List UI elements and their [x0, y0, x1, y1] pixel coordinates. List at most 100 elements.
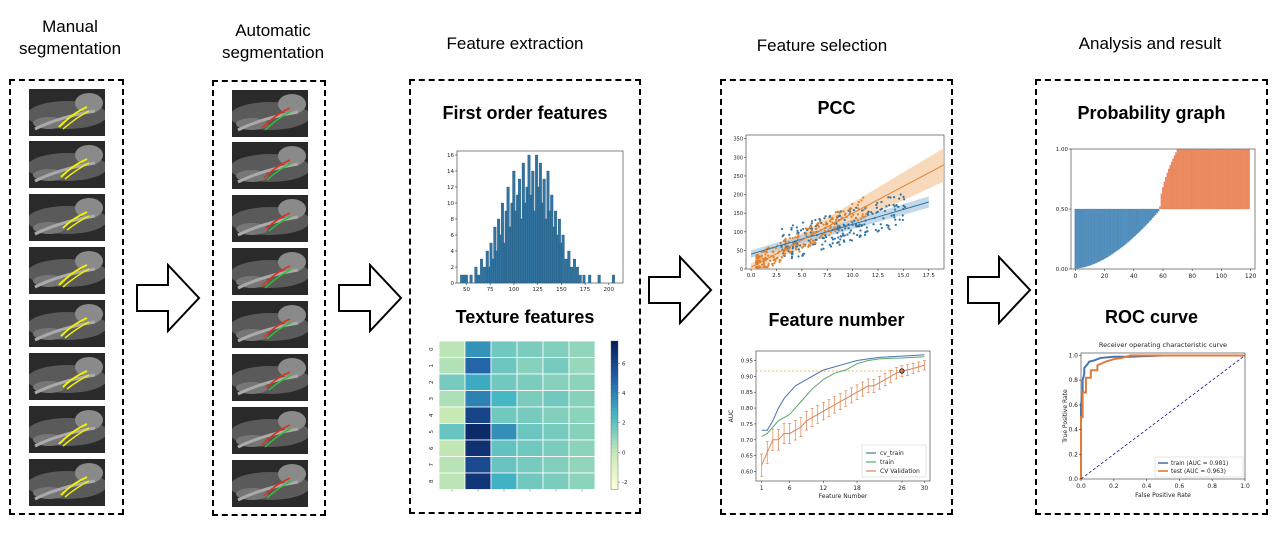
stage-title-analysis: Analysis and result — [1078, 34, 1222, 53]
probability-bar-positive — [1219, 149, 1221, 210]
orange-scatter-point — [861, 215, 864, 218]
blue-scatter-point — [809, 231, 812, 234]
blue-scatter-point — [836, 225, 839, 229]
colorbar-segment — [611, 392, 618, 398]
probability-bar-negative — [1083, 208, 1085, 268]
probability-bar-negative — [1140, 208, 1142, 231]
blue-scatter-point — [875, 211, 878, 214]
heatmap-cell — [542, 390, 570, 408]
probability-bar-positive — [1243, 149, 1246, 210]
blue-scatter-point — [852, 232, 855, 235]
orange-scatter-point — [764, 253, 767, 256]
blue-scatter-point — [872, 223, 875, 226]
orange-scatter-point — [835, 215, 839, 218]
orange-scatter-point — [820, 234, 823, 237]
blue-scatter-point — [859, 229, 862, 232]
x-tick-label: 80 — [1188, 273, 1196, 280]
orange-scatter-point — [848, 209, 851, 212]
orange-scatter-point — [767, 262, 770, 265]
probability-bar-negative — [1109, 208, 1112, 256]
x-tick-label: 12 — [820, 485, 828, 492]
probability-bar-negative — [1090, 208, 1093, 266]
colorbar-tick-label: 0 — [622, 450, 626, 456]
orange-scatter-point — [817, 225, 820, 229]
probability-bar-positive — [1216, 149, 1218, 210]
probability-bar-positive — [1211, 149, 1214, 210]
colorbar-segment — [611, 444, 618, 450]
orange-scatter-point — [856, 219, 860, 222]
blue-scatter-point — [791, 250, 794, 253]
histogram-bar — [561, 234, 565, 284]
heatmap-cell — [542, 406, 570, 424]
probability-bar-negative — [1096, 208, 1098, 263]
legend-label: test (AUC = 0.963) — [1171, 469, 1226, 475]
probability-bar-positive — [1186, 149, 1189, 210]
blue-scatter-point — [848, 231, 851, 234]
blue-scatter-point — [790, 252, 794, 256]
histogram-bar — [474, 266, 478, 284]
histogram-bar — [469, 274, 473, 284]
probability-bar-positive — [1245, 149, 1247, 210]
orange-scatter-point — [857, 201, 860, 204]
probability-bar-positive — [1198, 149, 1201, 210]
mri-slice-thumbnail — [29, 300, 105, 347]
probability-bar-negative — [1119, 208, 1122, 249]
heatmap-cell — [568, 423, 596, 441]
orange-scatter-point — [823, 233, 826, 236]
orange-scatter-point — [825, 221, 828, 224]
blue-scatter-point — [860, 223, 864, 227]
blue-scatter-point — [865, 226, 868, 229]
blue-scatter-point — [797, 255, 800, 258]
feature-number-title: Feature number — [768, 310, 905, 330]
blue-scatter-point — [888, 204, 891, 207]
heatmap-cell — [542, 340, 570, 358]
blue-scatter-point — [902, 195, 905, 198]
probability-bar-positive — [1246, 149, 1249, 210]
blue-scatter-point — [802, 221, 805, 224]
probability-bar-positive — [1185, 149, 1188, 210]
blue-scatter-point — [890, 214, 893, 217]
blue-scatter-point — [846, 233, 849, 236]
probability-bar-negative — [1157, 208, 1160, 212]
orange-scatter-point — [796, 244, 800, 247]
orange-scatter-point — [784, 237, 787, 241]
probability-bar-negative — [1078, 208, 1081, 269]
heatmap-cell — [542, 423, 570, 441]
y-tick-label: 50 — [737, 248, 743, 254]
probability-bar-negative — [1149, 208, 1151, 222]
orange-scatter-point — [829, 220, 832, 223]
blue-scatter-point — [855, 206, 858, 209]
heatmap-cell — [516, 456, 544, 474]
blue-scatter-point — [893, 216, 896, 219]
mri-slice-thumbnail — [232, 354, 308, 401]
colorbar-segment — [611, 430, 618, 435]
blue-scatter-point — [828, 243, 831, 246]
heatmap-cell — [568, 406, 596, 424]
blue-scatter-point — [788, 233, 791, 236]
blue-scatter-point — [849, 238, 852, 242]
probability-bar-negative — [1156, 208, 1158, 214]
blue-scatter-point — [858, 223, 861, 226]
blue-scatter-point — [839, 235, 842, 238]
heatmap-cell — [438, 439, 466, 457]
orange-scatter-point — [784, 241, 787, 244]
probability-bar-positive — [1232, 149, 1234, 210]
histogram-bar — [480, 258, 484, 284]
mri-slice-thumbnail — [29, 89, 105, 136]
blue-scatter-point — [818, 217, 821, 221]
probability-bar-negative — [1106, 208, 1109, 258]
heatmap-cell — [464, 406, 492, 424]
orange-scatter-point — [838, 211, 841, 214]
blue-scatter-point — [885, 223, 889, 227]
blue-scatter-point — [866, 211, 870, 214]
orange-scatter-point — [767, 254, 770, 257]
heatmap-row-label: 4 — [429, 413, 435, 417]
heatmap-row-label: 2 — [429, 381, 435, 385]
blue-scatter-point — [853, 219, 856, 222]
x-tick-label: 5.0 — [797, 273, 806, 279]
y-tick-label: 100 — [733, 230, 743, 236]
blue-scatter-point — [887, 226, 890, 229]
colorbar-segment — [611, 404, 618, 409]
colorbar-segment — [611, 363, 618, 368]
orange-scatter-point — [755, 254, 758, 257]
